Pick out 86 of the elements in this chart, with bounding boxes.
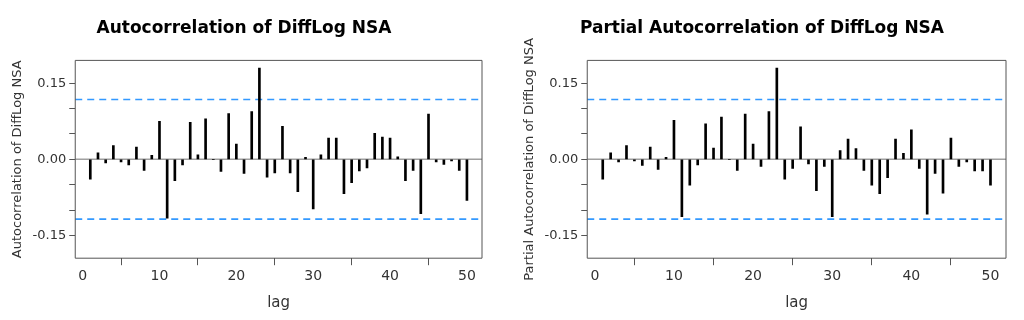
x-axis-title: lag	[785, 292, 809, 311]
x-tick-label: 30	[823, 267, 842, 284]
chart-title: Autocorrelation of DiffLog NSA	[96, 16, 393, 37]
bar	[358, 159, 361, 172]
x-tick-label: 10	[150, 267, 169, 284]
bar	[434, 159, 438, 163]
bar	[688, 159, 692, 186]
bar	[625, 145, 628, 160]
bar	[304, 156, 307, 160]
bar	[735, 159, 739, 171]
x-tick-label: 0	[78, 267, 88, 284]
bar	[870, 159, 874, 186]
bar	[807, 159, 810, 165]
bar	[696, 159, 700, 166]
bar	[989, 159, 992, 186]
bar	[743, 113, 747, 160]
x-tick-label: 0	[590, 267, 600, 284]
bar	[235, 143, 238, 160]
y-axis-title: Partial Autocorrelation of DiffLog NSA	[521, 37, 537, 281]
bar	[601, 159, 605, 180]
bar	[822, 159, 826, 167]
bar	[910, 129, 913, 160]
x-tick-label: 30	[304, 267, 323, 284]
bar	[894, 138, 897, 160]
bar	[648, 146, 652, 160]
bar	[204, 118, 207, 160]
y-tick-label: 0.00	[37, 150, 67, 166]
bar	[373, 133, 377, 160]
bar	[135, 146, 138, 160]
bar	[712, 147, 715, 160]
x-tick-label: 20	[744, 267, 763, 284]
bar	[404, 159, 407, 181]
y-axis-title: Autocorrelation of DiffLog NSA	[9, 60, 25, 259]
y-tick-label: -0.15	[544, 226, 579, 242]
bar	[640, 159, 644, 166]
bar	[419, 159, 423, 214]
bar	[112, 145, 115, 160]
bar	[327, 137, 330, 160]
bar	[258, 67, 261, 160]
bar	[925, 159, 929, 215]
x-tick-label: 50	[981, 267, 1000, 284]
bar	[273, 159, 277, 174]
x-tick-label: 40	[381, 267, 399, 284]
bar	[783, 159, 787, 180]
bar	[150, 154, 154, 160]
bar	[973, 159, 976, 172]
bar	[965, 159, 969, 163]
bar	[227, 113, 230, 160]
bar	[188, 121, 192, 160]
bar	[158, 120, 161, 160]
bar	[791, 159, 794, 169]
bar	[704, 123, 707, 160]
bar	[104, 159, 107, 164]
bar	[381, 136, 384, 160]
bar	[457, 159, 461, 171]
bar	[88, 159, 92, 180]
bar	[281, 126, 284, 160]
y-tick-label: 0.15	[549, 74, 579, 90]
bar	[981, 159, 984, 172]
bar	[609, 152, 612, 160]
y-tick-label: 0.15	[37, 74, 67, 90]
y-tick-label: 0.00	[549, 150, 579, 166]
bar	[720, 116, 723, 160]
bar	[917, 159, 921, 169]
x-axis-title: lag	[267, 292, 291, 311]
bar	[396, 156, 400, 160]
x-tick-label: 10	[665, 267, 683, 284]
bar	[311, 159, 315, 210]
x-tick-label: 50	[458, 267, 476, 284]
bar	[886, 159, 889, 178]
chart-title: Partial Autocorrelation of DiffLog NSA	[579, 16, 945, 37]
bar	[250, 111, 254, 160]
x-tick-label: 20	[227, 267, 246, 284]
bar	[617, 159, 620, 163]
y-tick-label: -0.15	[32, 226, 67, 242]
bar	[799, 126, 802, 160]
bar	[427, 113, 430, 160]
bar	[902, 152, 905, 160]
bar	[830, 159, 834, 217]
bar	[878, 159, 882, 195]
bar	[127, 159, 131, 166]
bar	[350, 159, 353, 183]
bar	[815, 159, 818, 192]
bar	[181, 159, 184, 166]
x-tick-label: 40	[902, 267, 921, 284]
bar	[334, 137, 338, 160]
